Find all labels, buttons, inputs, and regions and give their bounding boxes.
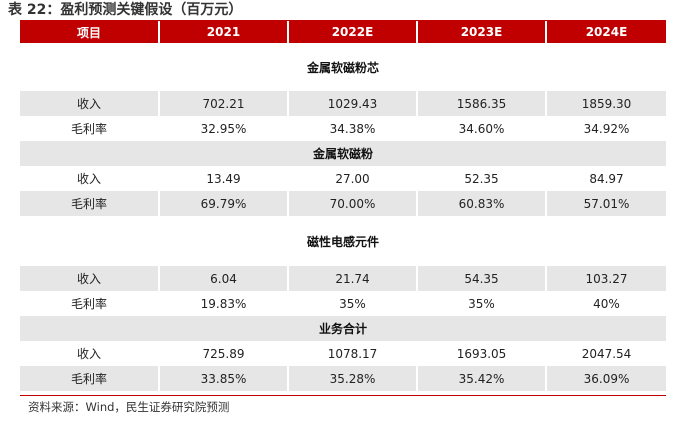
table-cell: 1078.17 [288,341,418,366]
header-2023e: 2023E [417,21,547,43]
table-cell: 1693.05 [417,341,547,366]
section-row: 磁性电感元件 [20,216,666,266]
table-cell: 40% [546,291,666,316]
table-cell: 27.00 [288,166,418,191]
row-label: 收入 [20,341,160,366]
header-row: 项目 2021 2022E 2023E 2024E [20,21,666,43]
table-cell: 13.49 [159,166,289,191]
table-cell: 60.83% [417,191,547,216]
table-cell: 32.95% [159,116,289,141]
table-cell: 725.89 [159,341,289,366]
section-row: 业务合计 [20,316,666,341]
table-cell: 34.60% [417,116,547,141]
bottom-divider [20,395,666,396]
section-label-business-total: 业务合计 [20,316,666,341]
section-row: 金属软磁粉芯 [20,43,666,91]
header-2024e: 2024E [546,21,666,43]
table-cell: 54.35 [417,266,547,291]
header-item: 项目 [20,21,160,43]
table-cell: 57.01% [546,191,666,216]
table-cell: 1859.30 [546,91,666,116]
section-label-magnetic-inductor: 磁性电感元件 [20,216,666,266]
table-cell: 84.97 [546,166,666,191]
table-row: 毛利率 69.79% 70.00% 60.83% 57.01% [20,191,666,216]
table-cell: 35.28% [288,366,418,391]
table-row: 收入 13.49 27.00 52.35 84.97 [20,166,666,191]
row-label: 毛利率 [20,291,160,316]
table-cell: 21.74 [288,266,418,291]
table-title: 表 22：盈利预测关键假设（百万元） [8,2,243,18]
table-cell: 33.85% [159,366,289,391]
assumptions-table: 项目 2021 2022E 2023E 2024E 金属软磁粉芯 收入 702.… [20,21,666,391]
section-label-metal-soft-magnetic-powder: 金属软磁粉 [20,141,666,166]
row-label: 毛利率 [20,191,160,216]
table-row: 收入 6.04 21.74 54.35 103.27 [20,266,666,291]
table-row: 毛利率 19.83% 35% 35% 40% [20,291,666,316]
section-label-metal-soft-magnetic-core: 金属软磁粉芯 [20,43,666,91]
table-row: 收入 725.89 1078.17 1693.05 2047.54 [20,341,666,366]
row-label: 收入 [20,91,160,116]
table-cell: 52.35 [417,166,547,191]
table-row: 收入 702.21 1029.43 1586.35 1859.30 [20,91,666,116]
row-label: 收入 [20,166,160,191]
table-cell: 103.27 [546,266,666,291]
table-cell: 36.09% [546,366,666,391]
source-note: 资料来源：Wind，民生证券研究院预测 [28,400,230,414]
table-cell: 34.38% [288,116,418,141]
table-cell: 35.42% [417,366,547,391]
table-cell: 35% [417,291,547,316]
table-cell: 702.21 [159,91,289,116]
table-row: 毛利率 33.85% 35.28% 35.42% 36.09% [20,366,666,391]
table-cell: 35% [288,291,418,316]
table-cell: 1586.35 [417,91,547,116]
table-cell: 34.92% [546,116,666,141]
table-cell: 19.83% [159,291,289,316]
table-cell: 69.79% [159,191,289,216]
row-label: 收入 [20,266,160,291]
row-label: 毛利率 [20,366,160,391]
table-row: 毛利率 32.95% 34.38% 34.60% 34.92% [20,116,666,141]
header-2021: 2021 [159,21,289,43]
table-cell: 6.04 [159,266,289,291]
header-2022e: 2022E [288,21,418,43]
section-row: 金属软磁粉 [20,141,666,166]
title-divider [20,20,666,21]
table-cell: 70.00% [288,191,418,216]
table-cell: 1029.43 [288,91,418,116]
row-label: 毛利率 [20,116,160,141]
table-cell: 2047.54 [546,341,666,366]
